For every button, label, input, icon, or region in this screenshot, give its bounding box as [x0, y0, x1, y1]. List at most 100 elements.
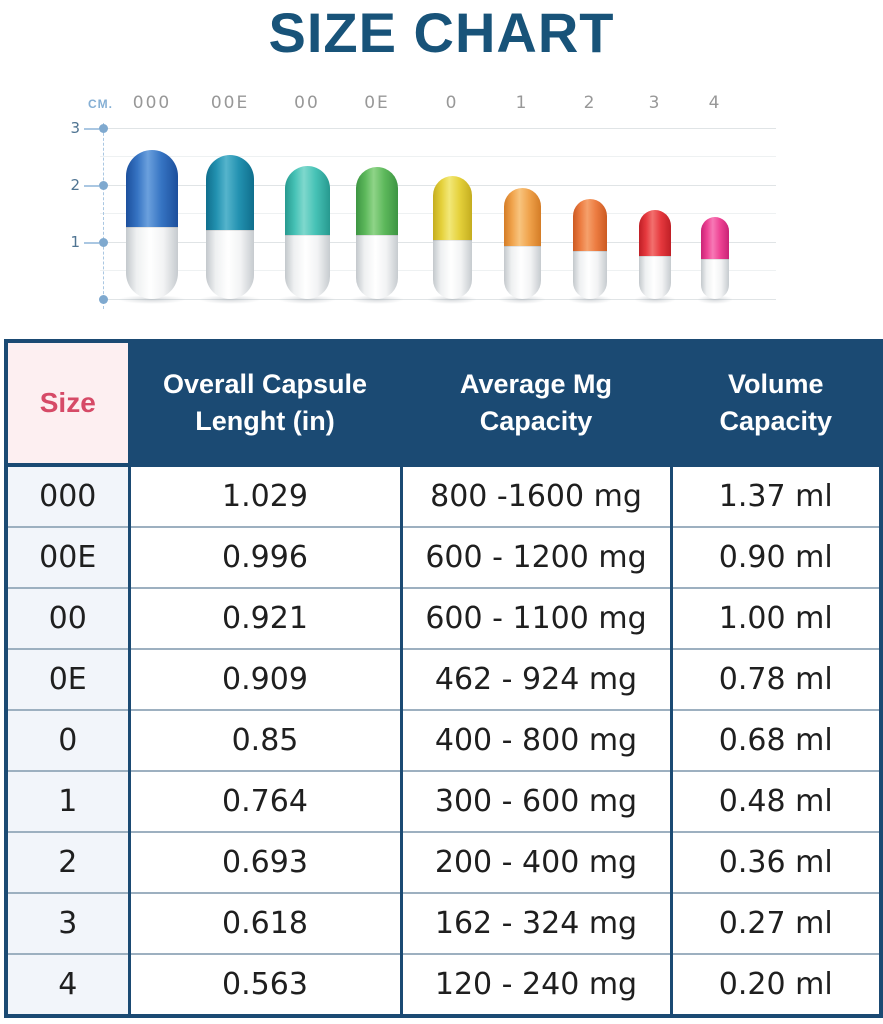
capsule-cap-pink	[701, 216, 729, 260]
capsule-body-white	[356, 235, 398, 299]
capsule-size-1	[503, 187, 541, 299]
capsule-size-label: 0E	[364, 92, 390, 113]
capsule-size-00E	[206, 154, 254, 299]
capsule-size-3	[639, 209, 671, 299]
value-cell: 0.618	[127, 891, 403, 954]
capsule-cap-blue	[126, 149, 178, 228]
capsule-body-white	[573, 250, 607, 299]
capsule-size-label: 4	[708, 92, 722, 113]
y-axis-tick-label: 2	[70, 175, 80, 194]
capsule-body-white	[206, 229, 254, 299]
capsule-shadow	[277, 294, 337, 304]
capsule-body-white	[503, 245, 541, 299]
value-cell: 462 - 924 mg	[399, 647, 673, 710]
capsule-body-white	[701, 259, 729, 299]
value-cell: 0.85	[127, 708, 403, 771]
value-cell: 1.029	[127, 464, 403, 527]
axis-dot	[99, 123, 108, 133]
capsule-size-label: 000	[132, 92, 172, 113]
value-cell: 0.921	[127, 586, 403, 649]
capsule-size-chart: CM. 3 2 1 000 00E 00 0E 0 1 2 3 4	[0, 87, 883, 337]
size-cell: 000	[4, 464, 131, 527]
capsule-shadow	[696, 294, 734, 304]
value-cell: 162 - 324 mg	[399, 891, 673, 954]
value-cell: 600 - 1200 mg	[399, 525, 673, 588]
value-cell: 0.909	[127, 647, 403, 710]
size-cell: 3	[4, 891, 131, 954]
value-cell: 0.36 ml	[669, 830, 883, 893]
value-cell: 1.00 ml	[669, 586, 883, 649]
value-cell: 0.27 ml	[669, 891, 883, 954]
capsule-shadow	[118, 294, 186, 304]
value-cell: 0.764	[127, 769, 403, 832]
y-axis-tick-label: 3	[70, 118, 80, 137]
value-cell: 0.68 ml	[669, 708, 883, 771]
size-cell: 0E	[4, 647, 131, 710]
capsule-size-table: Size Overall Capsule Lenght (in) Average M…	[4, 338, 883, 1018]
cm-unit-label: CM.	[88, 96, 113, 111]
size-cell: 0	[4, 708, 131, 771]
table-row-size-0: 0 0.85 400 - 800 mg 0.68 ml	[4, 708, 883, 771]
table-row-size-2: 2 0.693 200 - 400 mg 0.36 ml	[4, 830, 883, 893]
value-cell: 300 - 600 mg	[399, 769, 673, 832]
size-cell: 4	[4, 952, 131, 1016]
capsule-size-0E	[356, 166, 398, 299]
capsule-shadow	[567, 294, 613, 304]
table-row-size-4: 4 0.563 120 - 240 mg 0.20 ml	[4, 952, 883, 1016]
capsule-size-label: 00	[294, 92, 320, 113]
capsule-shadow	[426, 294, 478, 304]
axis-dot	[99, 294, 108, 304]
capsule-body-white	[126, 227, 178, 299]
size-cell: 00E	[4, 525, 131, 588]
capsule-cap-green	[356, 166, 398, 236]
value-cell: 0.20 ml	[669, 952, 883, 1016]
gridline	[100, 156, 776, 158]
size-cell: 00	[4, 586, 131, 649]
capsule-size-4	[701, 216, 729, 299]
table-row-size-3: 3 0.618 162 - 324 mg 0.27 ml	[4, 891, 883, 954]
capsule-body-white	[639, 256, 671, 299]
capsule-size-label: 2	[583, 92, 597, 113]
table-row-size-000: 000 1.029 800 -1600 mg 1.37 ml	[4, 464, 883, 527]
value-cell: 120 - 240 mg	[399, 952, 673, 1016]
column-header: Volume Capacity	[669, 340, 883, 467]
capsule-cap-yellow	[432, 175, 472, 240]
axis-dot	[99, 180, 108, 190]
size-column-header: Size	[4, 340, 131, 467]
capsule-size-00	[284, 165, 330, 299]
capsule-size-label: 3	[648, 92, 662, 113]
value-cell: 200 - 400 mg	[399, 830, 673, 893]
value-cell: 0.48 ml	[669, 769, 883, 832]
size-cell: 2	[4, 830, 131, 893]
capsule-shadow	[634, 294, 676, 304]
capsule-size-000	[126, 149, 178, 299]
value-cell: 1.37 ml	[669, 464, 883, 527]
table-row-size-1: 1 0.764 300 - 600 mg 0.48 ml	[4, 769, 883, 832]
capsule-cap-orange	[573, 198, 607, 251]
table-row-size-00E: 00E 0.996 600 - 1200 mg 0.90 ml	[4, 525, 883, 588]
value-cell: 800 -1600 mg	[399, 464, 673, 527]
table-row-size-0E: 0E 0.909 462 - 924 mg 0.78 ml	[4, 647, 883, 710]
y-axis-tick-dash	[84, 127, 99, 130]
value-cell: 0.996	[127, 525, 403, 588]
capsule-cap-turquoise	[284, 165, 330, 235]
capsule-size-0	[432, 175, 472, 299]
y-axis-tick-dash	[84, 241, 99, 244]
capsule-cap-amber	[503, 187, 541, 246]
capsule-cap-teal	[206, 154, 254, 230]
gridline	[100, 127, 776, 129]
y-axis-tick-dash	[84, 184, 99, 187]
capsule-body-white	[432, 239, 472, 299]
value-cell: 0.78 ml	[669, 647, 883, 710]
page-title: SIZE CHART	[268, 1, 615, 64]
capsule-shadow	[497, 294, 547, 304]
table-header-row: Size Overall Capsule Lenght (in) Average M…	[4, 340, 883, 467]
gridline	[100, 298, 776, 300]
capsule-size-2	[573, 198, 607, 299]
value-cell: 0.693	[127, 830, 403, 893]
capsule-size-label: 00E	[210, 92, 250, 113]
y-axis-line	[103, 122, 104, 309]
value-cell: 0.90 ml	[669, 525, 883, 588]
value-cell: 0.563	[127, 952, 403, 1016]
